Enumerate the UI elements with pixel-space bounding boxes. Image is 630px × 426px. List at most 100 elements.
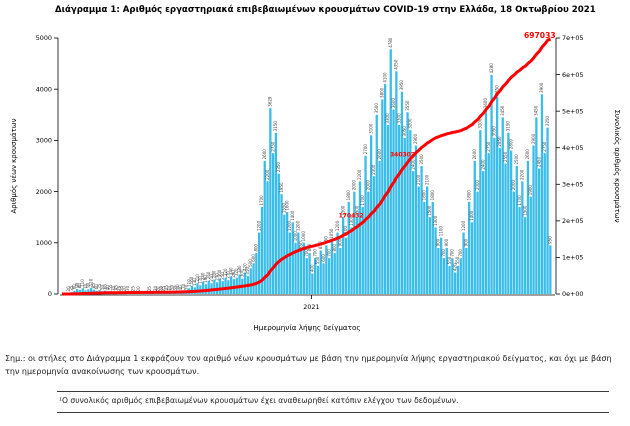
bar-value-label: 20	[156, 286, 161, 292]
right-axis-tick-label: 1e+05	[562, 254, 583, 262]
daily-cases-bar	[350, 227, 353, 294]
daily-cases-bar	[515, 166, 518, 294]
bar-value-label: 1000	[293, 231, 298, 242]
daily-cases-bar	[269, 108, 272, 294]
bar-value-label: 300	[240, 269, 245, 277]
bar-value-label: 700	[441, 249, 446, 257]
bar-value-label: 380	[237, 265, 242, 273]
daily-cases-bar	[288, 232, 292, 294]
x-axis-title: Ημερομηνία λήψης δείγματος	[253, 323, 360, 332]
bar-value-label: 2500	[419, 154, 424, 165]
bar-value-label: 2100	[416, 174, 421, 185]
daily-cases-bar	[381, 99, 384, 294]
bar-value-label: 45	[114, 285, 119, 291]
right-axis-tick-label: 2e+05	[562, 217, 583, 225]
daily-cases-bar	[274, 132, 278, 294]
bar-value-label: 270	[226, 271, 231, 279]
daily-cases-bar	[400, 91, 404, 294]
daily-cases-bar	[372, 176, 376, 294]
bar-value-label: 800	[254, 243, 259, 251]
right-axis-tick-label: 0e+00	[562, 290, 583, 298]
bar-value-label: 35	[172, 285, 177, 291]
bar-value-label: 280	[212, 270, 217, 278]
bar-value-label: 4100	[382, 72, 387, 83]
bar-value-label: 1600	[284, 200, 289, 211]
bar-value-label: 3500	[374, 103, 379, 114]
daily-cases-bar	[496, 96, 499, 294]
bar-value-label: 2750	[542, 141, 547, 152]
daily-cases-bar	[263, 160, 266, 294]
bar-value-label: 1800	[346, 190, 351, 201]
daily-cases-bar	[297, 232, 300, 294]
bar-value-label: 300	[217, 269, 222, 277]
bar-value-label: 3450	[534, 105, 539, 116]
daily-cases-bar	[504, 163, 507, 294]
daily-cases-bar	[403, 137, 406, 294]
bar-value-label: 65	[102, 284, 107, 290]
left-axis-tick-label: 2000	[36, 188, 52, 196]
bar-value-label: 35	[69, 285, 74, 291]
bar-value-label: 900	[436, 238, 441, 246]
bar-value-label: 1700	[517, 195, 522, 206]
daily-cases-bar	[190, 285, 194, 294]
daily-cases-bar	[311, 273, 314, 294]
bar-value-label: 90	[86, 282, 91, 288]
daily-cases-bar	[316, 265, 320, 294]
bar-value-label: 3900	[539, 82, 544, 93]
bar-value-label: 2900	[531, 133, 536, 144]
bar-value-label: 55	[108, 284, 113, 290]
bar-value-label: 2000	[475, 179, 480, 190]
cumulative-annotation: 340303	[390, 151, 415, 158]
cumulative-annotation: 697033	[524, 31, 556, 40]
daily-cases-bar	[286, 212, 289, 294]
bar-value-label: 420	[242, 263, 247, 271]
bar-value-label: 2850	[497, 136, 502, 147]
daily-cases-bar	[76, 289, 79, 294]
right-axis-tick-label: 5e+05	[562, 107, 583, 115]
bar-value-label: 700	[326, 249, 331, 257]
daily-cases-bar	[409, 130, 412, 294]
daily-cases-bar	[339, 247, 342, 294]
daily-cases-bar	[476, 191, 479, 294]
bar-value-label: 110	[186, 279, 191, 287]
daily-cases-bar	[283, 214, 286, 294]
bar-value-label: 2200	[520, 169, 525, 180]
bar-value-label: 1800	[430, 190, 435, 201]
x-axis-tick-label: 2021	[303, 303, 319, 311]
bar-value-label: 3250	[545, 115, 550, 126]
daily-cases-bar	[384, 84, 387, 294]
daily-cases-bar	[470, 222, 474, 294]
bar-value-label: 3850	[494, 85, 499, 96]
daily-cases-bar	[322, 263, 325, 294]
bar-value-label: 1700	[259, 195, 264, 206]
left-axis-tick-label: 3000	[36, 137, 52, 145]
bar-value-label: 950	[324, 236, 329, 244]
bar-value-label: 110	[80, 279, 85, 287]
daily-cases-bar	[213, 279, 216, 294]
daily-cases-bar	[518, 206, 521, 294]
daily-cases-bar	[255, 253, 258, 294]
right-axis-tick-label: 7e+05	[562, 34, 583, 42]
daily-cases-bar	[347, 201, 350, 294]
bar-value-label: 3200	[478, 118, 483, 129]
chart-title: Διάγραμμα 1: Αριθμός εργαστηριακά επιβεβ…	[55, 5, 596, 15]
daily-cases-bar	[479, 130, 482, 294]
bar-value-label: 4350	[394, 59, 399, 70]
bar-value-label: 3300	[396, 113, 401, 124]
bar-value-label: 2300	[371, 164, 376, 175]
bar-value-label: 420	[452, 263, 457, 271]
bar-value-label: 1550	[282, 203, 287, 214]
bar-value-label: 850	[298, 241, 303, 249]
bar-value-label: 500	[248, 259, 253, 267]
daily-cases-bar	[314, 258, 317, 294]
daily-cases-bar	[543, 153, 546, 294]
daily-cases-bar	[196, 283, 199, 294]
bar-value-label: 260	[206, 271, 211, 279]
daily-cases-bar	[428, 217, 432, 294]
daily-cases-bar	[238, 274, 241, 294]
bar-value-label: 2200	[357, 169, 362, 180]
bar-value-label: 3600	[483, 98, 488, 109]
daily-cases-bar	[426, 186, 429, 294]
bar-value-label: 1700	[360, 195, 365, 206]
bar-value-label: 35	[158, 285, 163, 291]
